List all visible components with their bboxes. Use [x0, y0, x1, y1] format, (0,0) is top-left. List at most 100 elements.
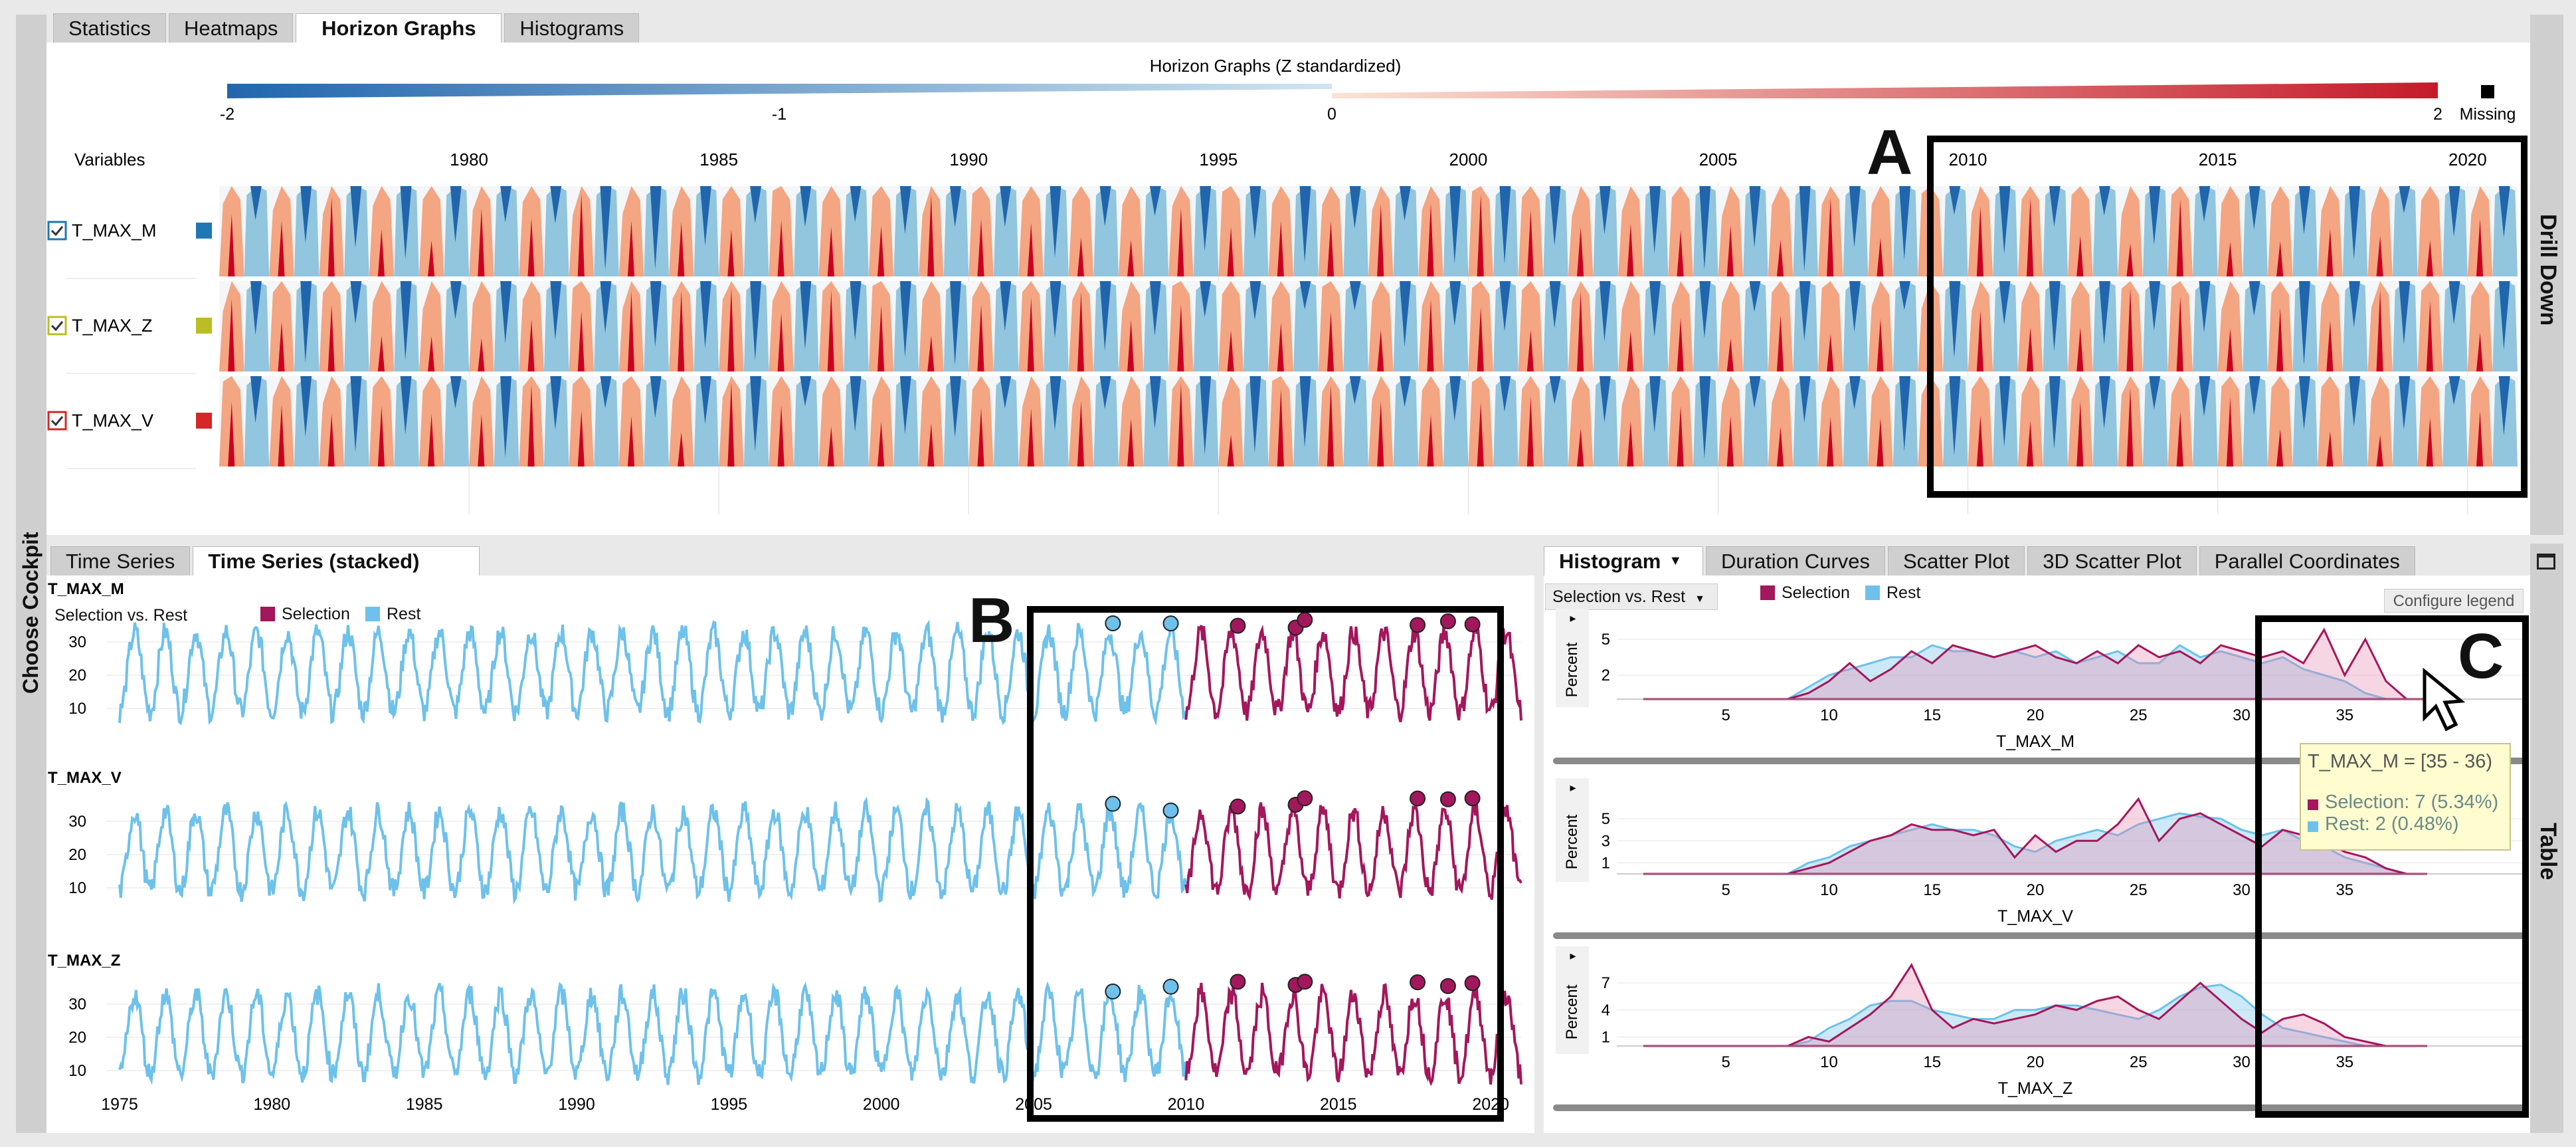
tab-3d-scatter-plot[interactable]: 3D Scatter Plot	[2027, 546, 2197, 575]
hist-y-tick: 5	[1602, 631, 1610, 649]
hist-scrollbar	[1553, 758, 2527, 764]
ts-x-tick: 2010	[1168, 1095, 1205, 1114]
horizon-band-strong-negative	[350, 186, 362, 248]
table-sidebar[interactable]: Table	[2530, 544, 2563, 1133]
horizon-band-strong-negative	[650, 376, 662, 418]
choose-cockpit-sidebar[interactable]: Choose Cockpit	[16, 15, 46, 1133]
horizon-band-strong-negative	[2498, 281, 2510, 350]
horizon-band-strong-positive	[2276, 308, 2284, 371]
horizon-band-strong-negative	[1849, 281, 1861, 332]
horizon-band-positive	[2267, 186, 2293, 276]
hist-y-tick: 7	[1602, 974, 1610, 992]
horizon-band-strong-negative	[1499, 376, 1511, 412]
ts-legend-selection[interactable]: Selection	[260, 605, 350, 624]
horizon-year-label: 1990	[949, 150, 988, 169]
tab-scatter-plot[interactable]: Scatter Plot	[1887, 546, 2025, 575]
ts-marker-rest	[1105, 795, 1121, 812]
colorbar-tick: 0	[1327, 105, 1336, 124]
missing-label: Missing	[2460, 105, 2516, 124]
horizon-band-strong-negative	[600, 281, 612, 334]
horizon-band-negative	[1743, 281, 1768, 371]
chevron-down-icon: ▼	[1695, 593, 1705, 605]
horizon-band-strong-negative	[2399, 376, 2411, 430]
horizon-band-strong-positive	[2326, 229, 2334, 276]
hist-legend-rest[interactable]: Rest	[1865, 583, 1920, 603]
horizon-band-negative	[2142, 376, 2168, 467]
horizon-band-strong-negative	[699, 281, 711, 348]
ts-legend-rest[interactable]: Rest	[365, 605, 420, 624]
tooltip-selection: Selection: 7 (5.34%)	[2325, 791, 2499, 813]
tab-time-series-stacked[interactable]: Time Series (stacked)	[193, 546, 480, 575]
horizon-band-strong-positive	[2276, 241, 2284, 276]
tab-histograms[interactable]: Histograms	[504, 13, 640, 43]
collapse-arrow-icon: ▸	[1570, 949, 1576, 962]
horizon-band-strong-negative	[300, 376, 312, 437]
horizon-band-strong-negative	[899, 376, 911, 434]
horizon-year-label: 1985	[699, 150, 738, 169]
hist-x-tick: 20	[2027, 706, 2045, 724]
horizon-band-strong-negative	[2448, 186, 2460, 237]
horizon-band-positive	[2118, 186, 2143, 276]
horizon-band-negative	[2142, 281, 2168, 371]
horizon-band-strong-negative	[850, 186, 862, 223]
ts-marker-selection	[1464, 975, 1481, 991]
horizon-band-strong-negative	[2199, 186, 2211, 222]
horizon-band-strong-positive	[278, 221, 285, 276]
rest-swatch	[2308, 821, 2318, 832]
horizon-band-strong-positive	[2026, 197, 2034, 276]
configure-legend-button[interactable]: Configure legend	[2384, 589, 2524, 613]
variable-name: T_MAX_M	[72, 221, 157, 241]
horizon-band-strong-positive	[1177, 207, 1184, 276]
horizon-band-positive	[1718, 281, 1744, 371]
hist-x-tick: 35	[2336, 1053, 2353, 1071]
ts-legend-selection-label: Selection	[282, 605, 350, 623]
tab-time-series[interactable]: Time Series	[50, 546, 191, 575]
comparison-dropdown[interactable]: Selection vs. Rest ▼	[1545, 583, 1718, 610]
horizon-band-strong-negative	[1000, 186, 1012, 227]
horizon-band-strong-positive	[1627, 421, 1634, 467]
maximize-icon[interactable]	[2537, 554, 2555, 570]
variable-checkbox	[47, 221, 67, 241]
horizon-band-strong-negative	[1649, 376, 1661, 433]
horizon-band-strong-negative	[250, 186, 262, 221]
right-tab-bar: Histogram ▼ Duration Curves Scatter Plot …	[1544, 545, 2415, 575]
horizon-band-strong-negative	[1799, 281, 1811, 341]
ts-marker-selection	[1439, 978, 1456, 994]
variables-header: Variables	[74, 150, 145, 169]
horizon-band-strong-negative	[300, 281, 312, 364]
horizon-band-negative	[1993, 281, 2018, 371]
horizon-band-strong-positive	[2226, 242, 2234, 276]
horizon-band-strong-positive	[377, 406, 385, 467]
horizon-band-strong-negative	[1899, 186, 1911, 260]
horizon-band-strong-negative	[1349, 186, 1361, 229]
ts-x-tick: 2005	[1015, 1095, 1052, 1114]
horizon-band-strong-positive	[2476, 219, 2484, 276]
horizon-band-strong-negative	[1000, 376, 1012, 409]
tab-heatmaps[interactable]: Heatmaps	[169, 13, 294, 43]
horizon-year-label: 2020	[2448, 150, 2487, 169]
tab-duration-curves[interactable]: Duration Curves	[1706, 546, 1885, 575]
ts-marker-rest	[1162, 615, 1179, 632]
hist-legend-selection[interactable]: Selection	[1760, 583, 1850, 603]
hist-legend-selection-label: Selection	[1782, 583, 1850, 602]
dropdown-arrow-icon[interactable]: ▼	[1669, 554, 1683, 568]
horizon-year-label: 2005	[1699, 150, 1738, 169]
drill-down-sidebar[interactable]: Drill Down	[2530, 15, 2563, 535]
horizon-band-negative	[244, 376, 270, 467]
horizon-band-strong-negative	[600, 186, 612, 270]
ts-y-tick: 10	[68, 1062, 86, 1080]
tab-histogram[interactable]: Histogram ▼	[1544, 546, 1703, 575]
tab-parallel-coordinates[interactable]: Parallel Coordinates	[2199, 546, 2415, 575]
horizon-band-negative	[943, 186, 969, 276]
horizon-band-strong-positive	[428, 414, 435, 467]
tab-horizon-graphs[interactable]: Horizon Graphs	[296, 13, 502, 43]
horizon-band-strong-positive	[2076, 327, 2084, 371]
horizon-band-strong-negative	[2298, 376, 2310, 430]
horizon-band-strong-positive	[977, 304, 984, 371]
tab-statistics[interactable]: Statistics	[53, 13, 167, 43]
horizon-band-strong-positive	[1077, 292, 1085, 371]
horizon-band-strong-negative	[1549, 376, 1561, 404]
horizon-band-positive	[919, 281, 944, 371]
ts-x-tick: 1975	[101, 1095, 138, 1114]
ts-x-tick: 1985	[406, 1095, 443, 1114]
